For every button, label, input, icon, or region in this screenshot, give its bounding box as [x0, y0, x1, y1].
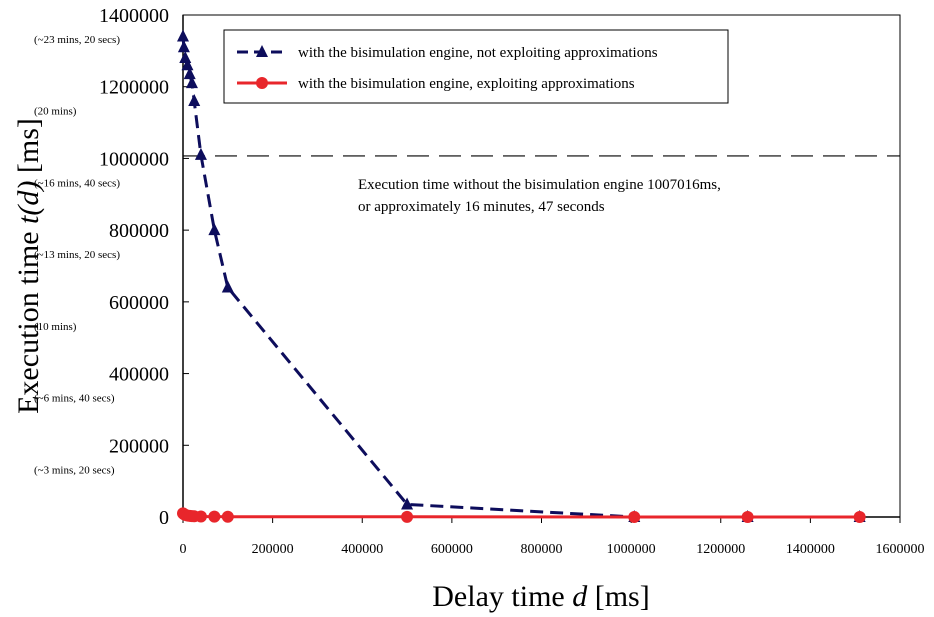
- series-1-point: [177, 40, 190, 53]
- y-tick-label: 0: [159, 507, 169, 529]
- series-2-point: [853, 511, 866, 523]
- x-tick-label: 200000: [252, 542, 294, 557]
- series-1-point: [188, 94, 201, 107]
- series-1-point: [185, 76, 198, 89]
- series-1-point: [177, 29, 189, 42]
- series-1-point: [183, 67, 196, 80]
- y-tick-sublabel: (10 mins): [34, 321, 77, 333]
- series-2-point: [221, 510, 234, 523]
- y-tick-sublabel: (~3 mins, 20 secs): [34, 464, 115, 476]
- series-1-point: [181, 58, 194, 71]
- x-tick-label: 1200000: [696, 542, 745, 557]
- y-tick-sublabel: (~16 mins, 40 secs): [34, 177, 120, 189]
- legend-marker-circle: [256, 77, 268, 89]
- y-tick-label: 600000: [109, 292, 169, 314]
- legend-box: [223, 29, 729, 104]
- reference-annotation-line1: Execution time without the bisimulation …: [358, 177, 721, 193]
- legend-label-series-2: with the bisimulation engine, exploiting…: [298, 76, 635, 92]
- y-tick-sublabel: (~23 mins, 20 secs): [34, 34, 120, 46]
- y-tick-sublabel: (~13 mins, 20 secs): [34, 249, 120, 261]
- legend-marker-triangle: [256, 45, 268, 57]
- x-tick-label: 0: [180, 542, 187, 557]
- series-2-point: [194, 510, 207, 523]
- y-tick-sublabel: (20 mins): [34, 106, 77, 118]
- x-axis-label: Delay time d [ms]: [432, 580, 649, 613]
- series-2-point: [628, 511, 641, 523]
- series-1-point: [194, 147, 207, 160]
- series-1-line: [181, 36, 860, 519]
- series-1-point: [179, 51, 192, 64]
- x-tick-label: 1600000: [876, 542, 925, 557]
- y-axis-label: Execution time t(d) [ms]: [12, 118, 45, 414]
- y-tick-label: 200000: [109, 435, 169, 457]
- series-2-point: [741, 511, 754, 523]
- y-tick-sublabel: (~6 mins, 40 secs): [34, 393, 115, 405]
- x-tick-label: 400000: [341, 542, 383, 557]
- legend-label-series-1: with the bisimulation engine, not exploi…: [298, 45, 658, 61]
- y-tick-label: 400000: [109, 364, 169, 386]
- x-tick-label: 1400000: [786, 542, 835, 557]
- series-2-line: [182, 512, 860, 519]
- x-tick-label: 600000: [431, 542, 473, 557]
- y-axis-ticks: 0 200000 (~3 mins, 20 secs) 400000 (~6 mins,…: [34, 5, 189, 529]
- series-1-point: [221, 280, 234, 293]
- series-2-point: [208, 510, 221, 523]
- y-tick-label: 1400000: [99, 5, 169, 27]
- series-1-point: [401, 497, 414, 510]
- series-2-point: [401, 510, 414, 523]
- series-1-point: [208, 223, 221, 236]
- x-axis-ticks: 0 200000 400000 600000 800000 1000000 1200000 1…: [180, 517, 925, 557]
- legend: with the bisimulation engine, not exploi…: [223, 29, 729, 104]
- y-tick-label: 1200000: [99, 77, 169, 99]
- x-tick-label: 1000000: [607, 542, 656, 557]
- y-tick-label: 800000: [109, 220, 169, 242]
- y-tick-label: 1000000: [99, 148, 169, 170]
- x-tick-label: 800000: [521, 542, 563, 557]
- series-group: [177, 29, 866, 523]
- reference-annotation-line2: or approximately 16 minutes, 47 seconds: [358, 199, 605, 215]
